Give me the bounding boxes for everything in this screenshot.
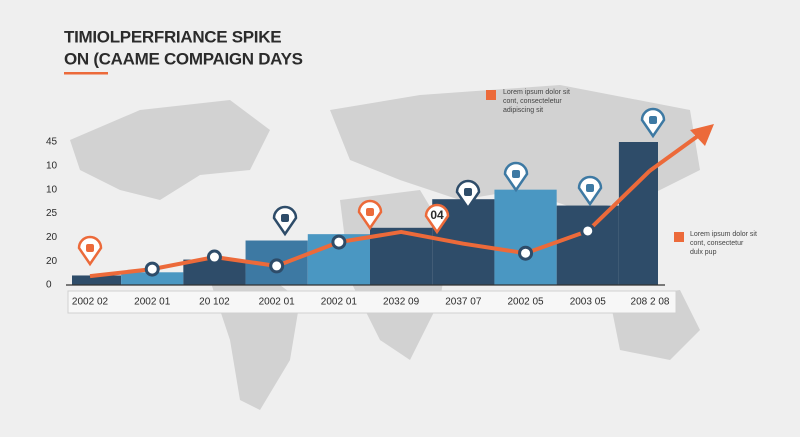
y-tick-label: 10 <box>46 160 58 171</box>
bar <box>618 142 658 285</box>
y-tick-label: 0 <box>46 280 52 291</box>
line-point <box>331 234 347 250</box>
line-point <box>518 245 534 261</box>
y-tick-label: 45 <box>46 137 58 148</box>
line-point <box>144 261 160 277</box>
line-point <box>269 258 285 274</box>
x-tick-label: 208 2 08 <box>631 297 670 308</box>
x-axis-strip <box>67 290 677 314</box>
pin-icon <box>464 188 472 196</box>
note-text: adipiscing sit <box>503 107 543 114</box>
pin-icon <box>281 214 289 222</box>
note-text: Lorem ipsum dolor sit <box>503 89 570 96</box>
arrow-head <box>690 124 714 146</box>
line-point <box>206 249 222 265</box>
y-tick-label: 20 <box>46 232 58 243</box>
x-tick-label: 20 102 <box>199 297 230 308</box>
bar <box>494 189 557 285</box>
chart-title: ON (CAAME COMPAIGN DAYS <box>64 49 303 68</box>
title-underline <box>64 72 108 75</box>
bar <box>121 272 184 285</box>
note-marker <box>486 90 496 100</box>
note-text: Lorem ipsum dolor sit <box>690 231 757 238</box>
x-tick-label: 2003 05 <box>570 297 607 308</box>
note-marker <box>674 232 684 242</box>
x-tick-label: 2002 01 <box>321 297 358 308</box>
pin-icon <box>366 208 374 216</box>
note-text: cont, consecteletur <box>503 98 562 105</box>
x-tick-label: 2002 05 <box>507 297 544 308</box>
bar <box>72 275 122 285</box>
x-tick-label: 2037 07 <box>445 297 482 308</box>
pin-icon <box>586 184 594 192</box>
chart-title: TIMIOLPERFRIANCE SPIKE <box>64 27 281 46</box>
y-tick-label: 20 <box>46 256 58 267</box>
x-tick-label: 2002 02 <box>72 297 109 308</box>
bar <box>556 205 619 285</box>
line-point <box>580 223 596 239</box>
x-tick-label: 2032 09 <box>383 297 420 308</box>
pin-icon <box>649 116 657 124</box>
x-tick-label: 2002 01 <box>259 297 296 308</box>
trend-arrow <box>648 131 704 173</box>
x-tick-label: 2002 01 <box>134 297 171 308</box>
pin-icon <box>86 244 94 252</box>
note-text: cont, consectetur <box>690 240 744 247</box>
y-tick-label: 25 <box>46 208 58 219</box>
note-text: dulx pup <box>690 249 717 256</box>
pin <box>424 203 450 235</box>
y-tick-label: 10 <box>46 184 58 195</box>
trend-line <box>89 169 652 279</box>
pin-icon <box>512 170 520 178</box>
badge: 04 <box>430 208 444 222</box>
